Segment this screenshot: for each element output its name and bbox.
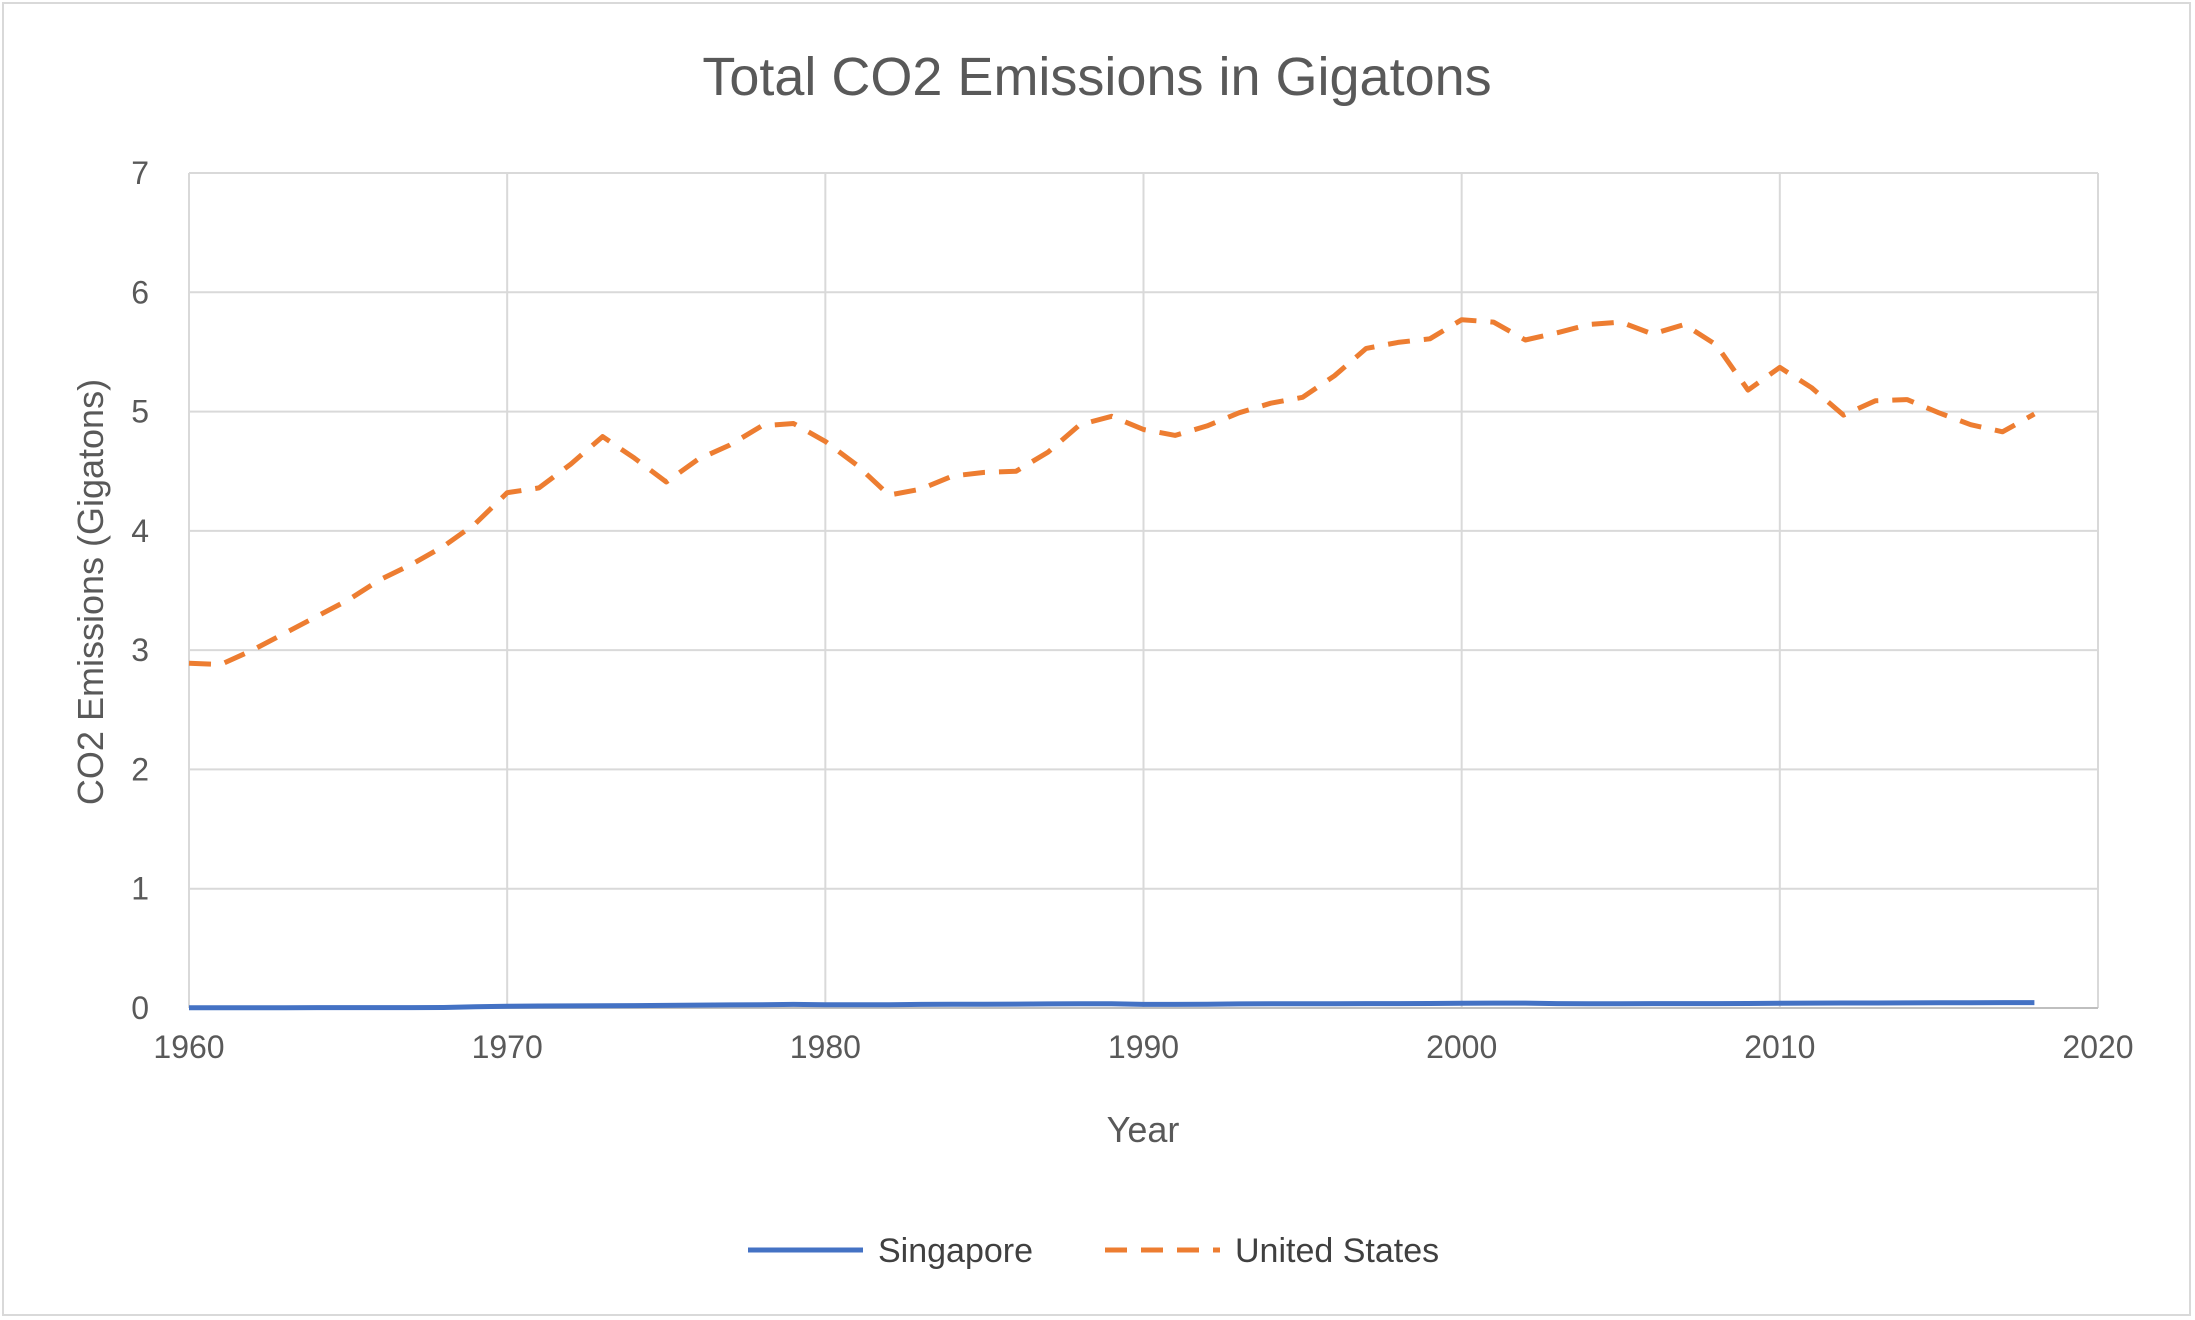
- series-layer: [188, 317, 2036, 1011]
- series-line-united-states: [188, 317, 2036, 667]
- legend-label-united-states: United States: [1235, 1232, 1439, 1270]
- legend: Singapore United States: [748, 1232, 1439, 1270]
- y-tick-label: 7: [131, 155, 149, 191]
- y-tick-label: 3: [131, 632, 149, 668]
- y-tick-label: 5: [131, 394, 149, 430]
- y-axis-title: CO2 Emissions (Gigatons): [70, 379, 111, 805]
- x-tick-label: 2000: [1426, 1029, 1497, 1065]
- y-axis-tick-labels: 0 1 2 3 4 5 6 7: [131, 155, 149, 1026]
- x-tick-label: 2020: [2062, 1029, 2133, 1065]
- chart-title: Total CO2 Emissions in Gigatons: [702, 47, 1491, 107]
- x-tick-label: 1970: [472, 1029, 543, 1065]
- legend-label-singapore: Singapore: [878, 1232, 1033, 1270]
- y-tick-label: 6: [131, 274, 149, 310]
- y-tick-label: 2: [131, 751, 149, 787]
- y-tick-label: 1: [131, 871, 149, 907]
- x-tick-label: 1960: [153, 1029, 224, 1065]
- x-axis-tick-labels: 1960 1970 1980 1990 2000 2010 2020: [153, 1029, 2133, 1065]
- x-axis-title: Year: [1107, 1109, 1180, 1150]
- vertical-gridlines: [188, 173, 2099, 1008]
- series-line-singapore: [189, 1000, 2035, 1011]
- y-tick-label: 0: [131, 990, 149, 1026]
- x-tick-label: 2010: [1744, 1029, 1815, 1065]
- x-tick-label: 1980: [790, 1029, 861, 1065]
- y-tick-label: 4: [131, 513, 149, 549]
- x-tick-label: 1990: [1108, 1029, 1179, 1065]
